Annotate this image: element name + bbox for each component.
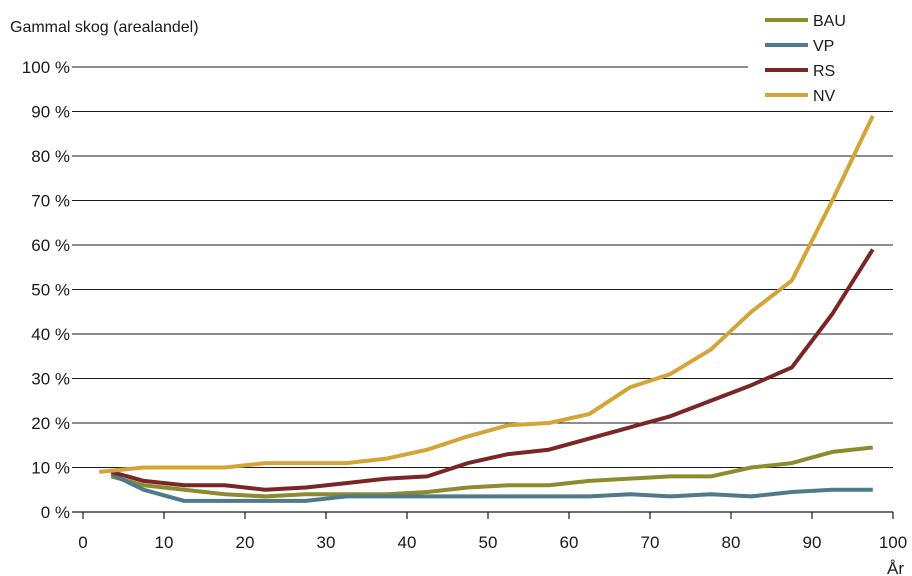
series-lines xyxy=(99,115,875,503)
x-tick-label-60: 60 xyxy=(560,533,579,552)
x-tick-label-70: 70 xyxy=(641,533,660,552)
legend: BAU VP RS NV xyxy=(765,13,846,105)
y-tick-label-60: 60 % xyxy=(31,236,70,255)
y-tick-label-100: 100 % xyxy=(22,58,70,77)
series-line-nv xyxy=(99,115,875,474)
x-tick-label-80: 80 xyxy=(722,533,741,552)
y-tick-label-50: 50 % xyxy=(31,281,70,300)
x-tick-label-0: 0 xyxy=(78,533,87,552)
y-tick-label-90: 90 % xyxy=(31,103,70,122)
y-tick-label-10: 10 % xyxy=(31,459,70,478)
x-tick-label-90: 90 xyxy=(803,533,822,552)
y-tick-labels: 0 % 10 % 20 % 30 % 40 % 50 % 60 % 70 % 80 % 90 % 1… xyxy=(22,58,70,522)
y-tick-label-0: 0 % xyxy=(41,503,70,522)
x-tick-label-40: 40 xyxy=(398,533,417,552)
y-tick-label-30: 30 % xyxy=(31,370,70,389)
legend-label-rs: RS xyxy=(813,63,835,80)
x-axis-title: År xyxy=(887,559,904,576)
y-tick-label-40: 40 % xyxy=(31,325,70,344)
y-tick-label-70: 70 % xyxy=(31,192,70,211)
x-tick-label-100: 100 xyxy=(879,533,907,552)
x-tick-label-30: 30 xyxy=(317,533,336,552)
x-axis: 0 10 20 30 40 50 60 70 80 90 100 xyxy=(72,511,907,552)
series-line-bau xyxy=(110,445,874,499)
gridlines xyxy=(72,66,893,468)
y-tick-label-20: 20 % xyxy=(31,414,70,433)
legend-label-nv: NV xyxy=(813,88,836,105)
y-tick-label-80: 80 % xyxy=(31,147,70,166)
legend-label-vp: VP xyxy=(813,38,834,55)
x-tick-label-20: 20 xyxy=(236,533,255,552)
legend-label-bau: BAU xyxy=(813,13,846,30)
series-line-rs xyxy=(110,248,875,492)
x-tick-label-50: 50 xyxy=(479,533,498,552)
x-tick-label-10: 10 xyxy=(155,533,174,552)
y-axis-title: Gammal skog (arealandel) xyxy=(10,19,199,36)
series-line-vp xyxy=(110,472,873,503)
